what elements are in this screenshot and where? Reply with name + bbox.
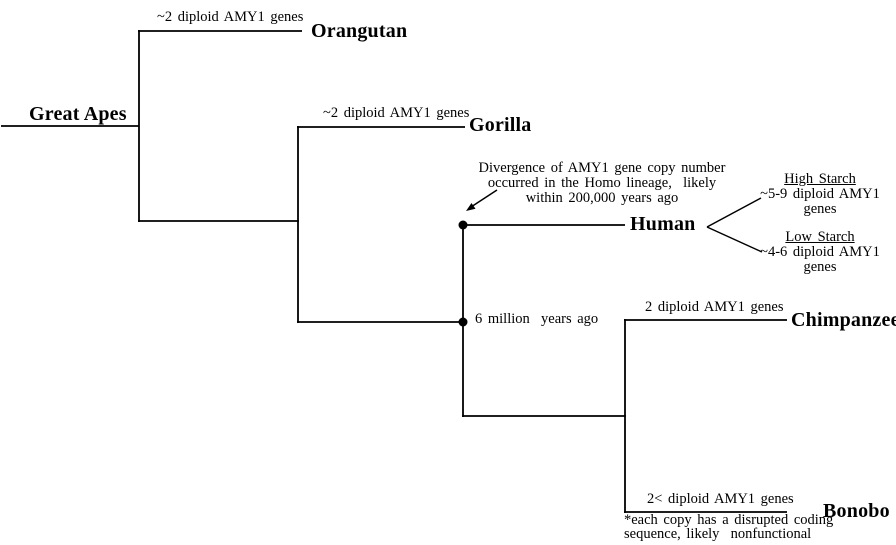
high-starch-block: High Starch ~5-9 diploid AMY1 genes [750,172,890,217]
low-starch-genes-line1: ~4-6 diploid AMY1 [760,244,880,260]
chimpanzee-genes-label: 2 diploid AMY1 genes [645,299,784,315]
high-starch-title: High Starch [784,171,856,187]
six-mya-label: 6 million years ago [475,311,599,327]
gorilla-genes-label: ~2 diploid AMY1 genes [323,105,470,121]
bonobo-genes-label: 2< diploid AMY1 genes [647,491,794,507]
fork-low-starch-line [706,226,763,253]
divergence-arrow-head [466,203,476,211]
taxon-label-orangutan: Orangutan [311,20,408,42]
taxon-label-human: Human [630,213,696,235]
root-label: Great Apes [29,103,127,125]
divergence-annotation: Divergence of AMY1 gene copy number occu… [478,161,726,206]
divergence-node-dot [458,220,468,230]
six-mya-node-dot [458,317,468,327]
divergence-annotation-line3: within 200,000 years ago [525,190,679,206]
divergence-annotation-line2: occurred in the Homo lineage, likely [487,175,717,191]
low-starch-genes-line2: genes [803,259,837,275]
taxon-label-gorilla: Gorilla [469,114,532,136]
bonobo-footnote-line2: sequence, likely nonfunctional [624,526,812,542]
low-starch-title: Low Starch [785,229,855,245]
taxon-label-bonobo: Bonobo [823,500,890,522]
low-starch-block: Low Starch ~4-6 diploid AMY1 genes [750,230,890,275]
orangutan-genes-label: ~2 diploid AMY1 genes [157,9,304,25]
high-starch-genes-line1: ~5-9 diploid AMY1 [760,186,880,202]
divergence-annotation-line1: Divergence of AMY1 gene copy number [478,160,726,176]
bonobo-footnote-line1: *each copy has a disrupted coding [624,512,834,528]
divergence-arrow-line [470,189,498,208]
fork-high-starch-line [706,197,762,228]
taxon-label-chimpanzee: Chimpanzee [791,309,896,331]
high-starch-genes-line2: genes [803,201,837,217]
